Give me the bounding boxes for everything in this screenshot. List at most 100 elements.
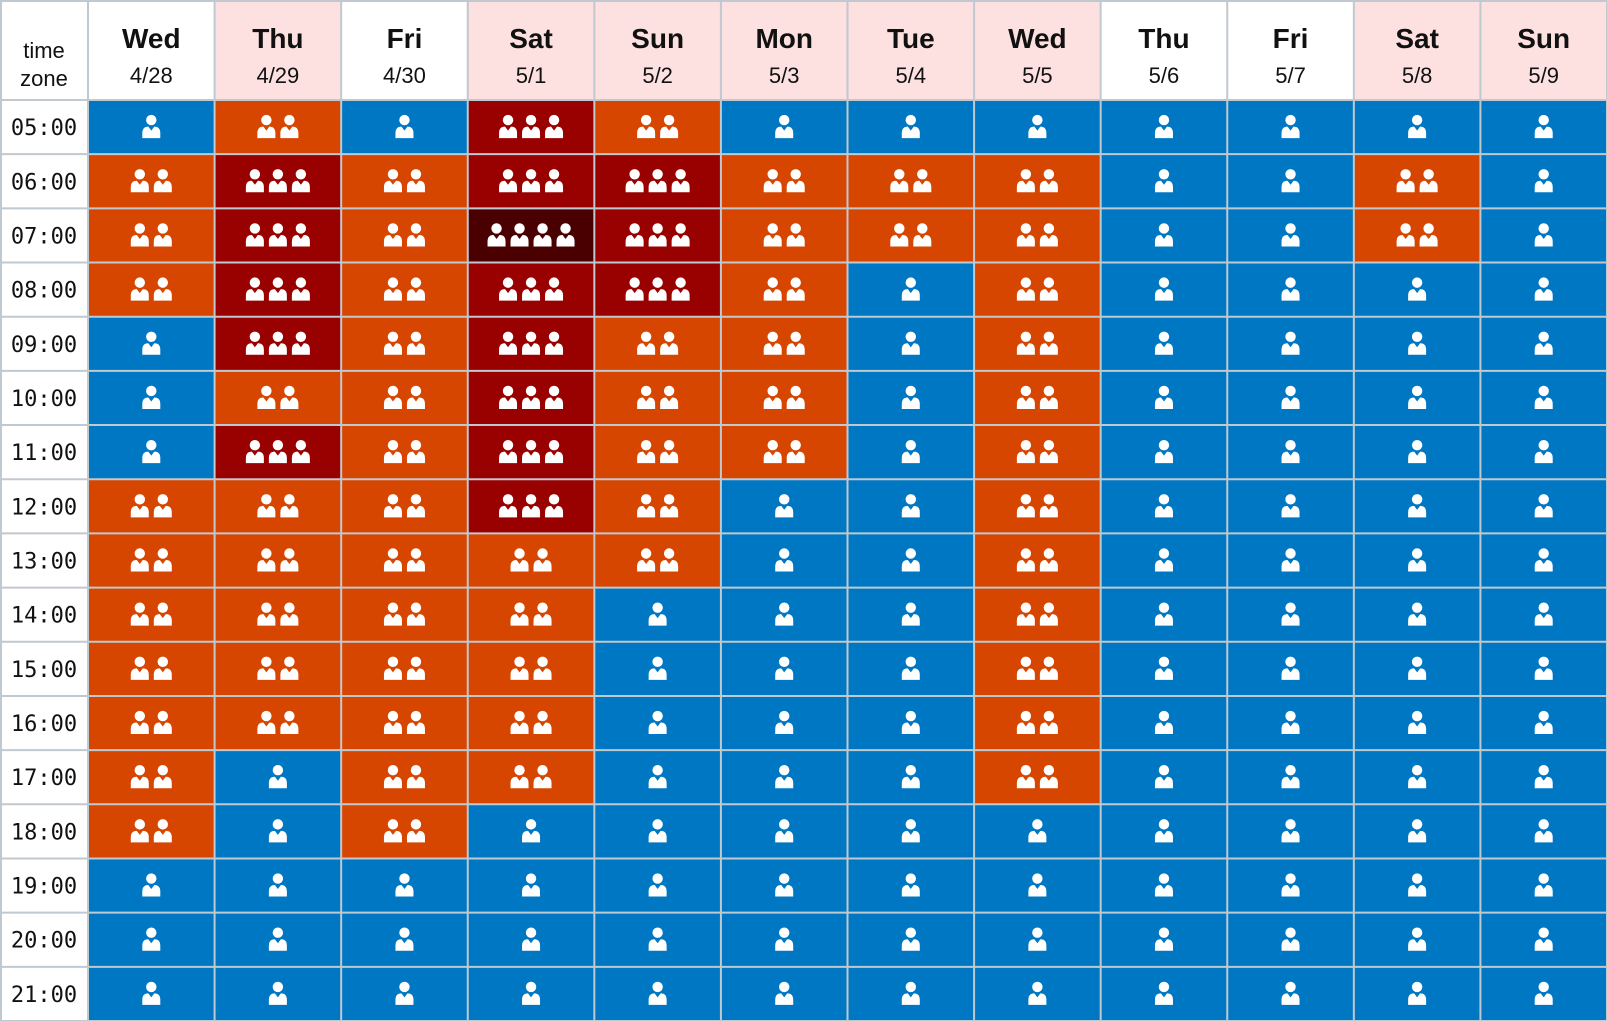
time-label: 19:00 bbox=[11, 875, 77, 900]
person-icon bbox=[786, 169, 805, 193]
time-label-cell bbox=[0, 100, 88, 155]
heatmap-cell-1200-5-3 bbox=[720, 479, 848, 534]
person-icon bbox=[383, 223, 402, 247]
cell-fill bbox=[214, 154, 342, 209]
person-icon bbox=[625, 169, 644, 193]
cell-fill bbox=[467, 425, 595, 480]
cell-fill bbox=[974, 533, 1101, 588]
cell-fill bbox=[214, 479, 342, 534]
person-icon bbox=[775, 494, 794, 518]
cell-fill bbox=[974, 208, 1101, 263]
heatmap-cell-1100-4-30 bbox=[341, 425, 468, 480]
person-icon bbox=[268, 927, 287, 951]
person-icon bbox=[533, 548, 552, 572]
cell-fill bbox=[1100, 750, 1228, 805]
cell-fill bbox=[341, 750, 468, 805]
person-icon bbox=[1016, 494, 1035, 518]
person-icon bbox=[901, 873, 920, 897]
cell-fill bbox=[974, 425, 1101, 480]
cell-fill bbox=[720, 641, 848, 696]
column-day-label: Tue bbox=[887, 23, 935, 54]
person-icon bbox=[1016, 439, 1035, 464]
cell-fill bbox=[1227, 804, 1354, 859]
heatmap-cell-2100-4-30 bbox=[341, 966, 468, 1021]
heatmap-cell-0700-5-7 bbox=[1227, 208, 1354, 263]
cell-fill bbox=[88, 587, 215, 642]
heatmap-cell-1300-4-30 bbox=[341, 533, 468, 588]
person-icon bbox=[637, 114, 656, 139]
heatmap-cell-0800-5-6 bbox=[1100, 262, 1228, 317]
heatmap-cell-1000-5-1 bbox=[467, 370, 595, 426]
heatmap-cell-0900-5-1 bbox=[467, 316, 595, 371]
person-icon bbox=[142, 385, 161, 409]
heatmap-cell-0500-4-30 bbox=[341, 100, 468, 155]
person-icon bbox=[660, 439, 679, 464]
person-icon bbox=[1016, 602, 1035, 626]
person-icon bbox=[901, 602, 920, 626]
heatmap-cell-1000-5-3 bbox=[720, 370, 848, 426]
heatmap-cell-1400-5-6 bbox=[1100, 587, 1228, 642]
heatmap-cell-1800-5-4 bbox=[847, 804, 975, 859]
column-day-label: Fri bbox=[1273, 23, 1309, 54]
column-date-label: 4/30 bbox=[383, 63, 426, 88]
person-icon bbox=[1534, 981, 1553, 1005]
time-label: 12:00 bbox=[11, 495, 77, 520]
person-icon bbox=[901, 927, 920, 951]
heatmap-cell-0500-5-2 bbox=[594, 100, 721, 155]
heatmap-cell-1500-5-7 bbox=[1227, 641, 1354, 696]
heatmap-cell-0600-5-2 bbox=[594, 154, 721, 209]
person-icon bbox=[1408, 114, 1427, 139]
person-icon bbox=[522, 169, 541, 193]
heatmap-cell-0500-5-4 bbox=[847, 100, 975, 155]
person-icon bbox=[1408, 494, 1427, 518]
person-icon bbox=[786, 277, 805, 301]
cell-fill bbox=[1353, 804, 1481, 859]
cell-fill bbox=[974, 587, 1101, 642]
person-icon bbox=[775, 656, 794, 680]
person-icon bbox=[1534, 494, 1553, 518]
person-icon bbox=[763, 223, 782, 247]
person-icon bbox=[245, 331, 264, 355]
heatmap-cell-1900-5-9 bbox=[1480, 858, 1607, 913]
time-label: 20:00 bbox=[11, 929, 77, 954]
cell-fill bbox=[214, 587, 342, 642]
cell-fill bbox=[214, 695, 342, 751]
time-label-cell bbox=[0, 641, 88, 696]
cell-fill bbox=[720, 533, 848, 588]
time-label: 18:00 bbox=[11, 820, 77, 845]
person-icon bbox=[1281, 656, 1300, 680]
time-label: 21:00 bbox=[11, 983, 77, 1008]
person-icon bbox=[1039, 277, 1058, 301]
cell-fill bbox=[974, 695, 1101, 751]
person-icon bbox=[1039, 602, 1058, 626]
person-icon bbox=[510, 710, 529, 735]
heatmap-cell-1700-5-3 bbox=[720, 750, 848, 805]
heatmap-cell-0500-5-3 bbox=[720, 100, 848, 155]
person-icon bbox=[499, 331, 518, 355]
person-icon bbox=[383, 277, 402, 301]
cell-fill bbox=[88, 641, 215, 696]
person-icon bbox=[383, 765, 402, 789]
cell-fill bbox=[341, 695, 468, 751]
heatmap-cell-0700-4-29 bbox=[214, 208, 342, 263]
cell-fill bbox=[1480, 208, 1607, 263]
cell-fill bbox=[1100, 695, 1228, 751]
heatmap-cell-0900-5-6 bbox=[1100, 316, 1228, 371]
person-icon bbox=[1039, 223, 1058, 247]
heatmap-cell-1600-5-5 bbox=[974, 695, 1101, 751]
cell-fill bbox=[214, 804, 342, 859]
heatmap-cell-0600-4-30 bbox=[341, 154, 468, 209]
heatmap-cell-2100-5-1 bbox=[467, 966, 595, 1021]
person-icon bbox=[153, 710, 172, 735]
heatmap-cell-0500-5-6 bbox=[1100, 100, 1228, 155]
cell-fill bbox=[467, 479, 595, 534]
person-icon bbox=[1154, 223, 1173, 247]
heatmap-cell-0800-5-4 bbox=[847, 262, 975, 317]
cell-fill bbox=[214, 370, 342, 426]
person-icon bbox=[545, 385, 564, 409]
heatmap-cell-1400-5-9 bbox=[1480, 587, 1607, 642]
cell-fill bbox=[847, 912, 975, 967]
cell-fill bbox=[88, 695, 215, 751]
person-icon bbox=[671, 277, 690, 301]
heatmap-cell-1600-5-3 bbox=[720, 695, 848, 751]
